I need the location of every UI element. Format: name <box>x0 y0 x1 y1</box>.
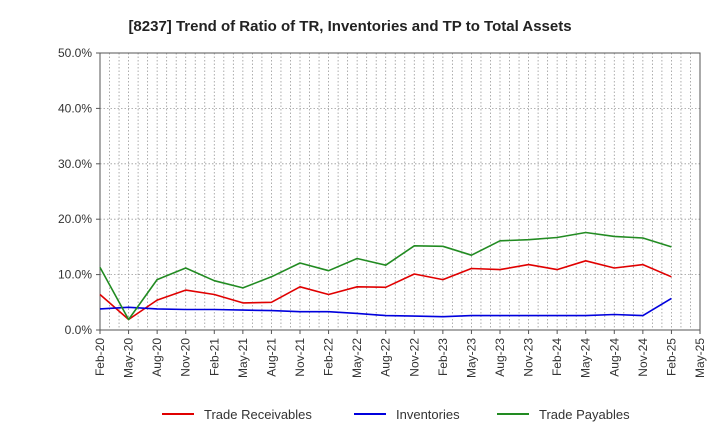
x-tick-label: Feb-22 <box>322 338 336 376</box>
x-tick-label: Aug-24 <box>607 338 621 377</box>
y-axis: 0.0% 10.0% 20.0% 30.0% 40.0% 50.0% <box>58 46 100 337</box>
legend-label-trade-payables: Trade Payables <box>539 407 630 422</box>
x-tick-label: May-24 <box>579 338 593 378</box>
x-tick-label: Feb-20 <box>93 338 107 376</box>
y-tick-label: 40.0% <box>58 101 92 115</box>
series-line-trade-receivables <box>99 259 672 321</box>
x-axis: Feb-20 May-20 Aug-20 Nov-20 Feb-21 May-21 Aug-… <box>93 330 707 378</box>
legend: Trade Receivables Inventories Trade Payabl… <box>162 407 630 422</box>
series-line-inventories <box>99 297 672 318</box>
x-tick-label: Aug-21 <box>264 338 278 377</box>
x-tick-label: Feb-21 <box>207 338 221 376</box>
y-tick-label: 0.0% <box>65 323 93 337</box>
x-tick-label: Aug-20 <box>150 338 164 377</box>
x-tick-label: Feb-24 <box>550 338 564 376</box>
x-tick-label: Nov-24 <box>636 338 650 377</box>
y-tick-label: 10.0% <box>58 268 92 282</box>
plot-area <box>99 52 701 331</box>
x-tick-label: Nov-22 <box>407 338 421 377</box>
x-tick-label: May-22 <box>350 338 364 378</box>
x-tick-label: Nov-20 <box>179 338 193 377</box>
x-tick-label: Aug-22 <box>379 338 393 377</box>
x-tick-label: Feb-25 <box>664 338 678 376</box>
y-tick-label: 50.0% <box>58 46 92 60</box>
y-tick-label: 20.0% <box>58 212 92 226</box>
legend-label-trade-receivables: Trade Receivables <box>204 407 312 422</box>
x-tick-label: May-23 <box>464 338 478 378</box>
x-tick-label: Aug-23 <box>493 338 507 377</box>
x-tick-label: Nov-21 <box>293 338 307 377</box>
series-line-trade-payables <box>99 231 672 321</box>
legend-label-inventories: Inventories <box>396 407 460 422</box>
y-tick-label: 30.0% <box>58 157 92 171</box>
x-tick-label: May-21 <box>236 338 250 378</box>
x-tick-label: Feb-23 <box>436 338 450 376</box>
chart-title: [8237] Trend of Ratio of TR, Inventories… <box>128 18 571 35</box>
grid <box>100 53 700 330</box>
x-tick-label: Nov-23 <box>522 338 536 377</box>
series-group <box>99 231 672 321</box>
x-tick-label: May-25 <box>693 338 707 378</box>
x-tick-label: May-20 <box>122 338 136 378</box>
